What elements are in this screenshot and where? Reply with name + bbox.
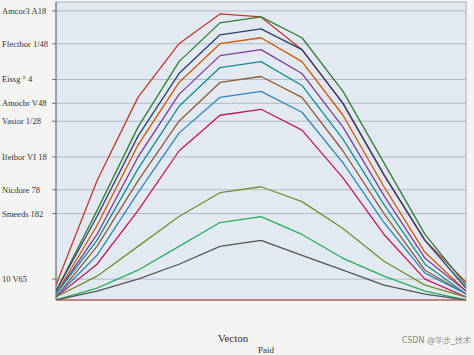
- x-axis-label: Vecton: [218, 332, 249, 344]
- tick: [52, 189, 56, 190]
- grid-line: [56, 103, 466, 104]
- tick-label: Ifetbor VI 18: [2, 152, 47, 162]
- series-line: [56, 109, 466, 297]
- tick: [52, 121, 56, 122]
- series-line: [56, 91, 466, 297]
- x-axis: [56, 299, 466, 300]
- tick: [52, 156, 56, 157]
- tick-label: Ffectbor 1/48: [2, 39, 48, 49]
- grid-line: [56, 10, 466, 11]
- grid-line: [56, 79, 466, 80]
- series-line: [56, 240, 466, 300]
- plot-area: [56, 2, 466, 300]
- grid-line: [56, 189, 466, 190]
- grid-line: [56, 43, 466, 44]
- tick: [52, 79, 56, 80]
- series-line: [56, 14, 466, 285]
- tick: [52, 43, 56, 44]
- series-line: [56, 29, 466, 291]
- watermark: CSDN @学步_技术: [402, 336, 471, 345]
- tick-label: Vasior 1/28: [2, 116, 41, 126]
- tick: [52, 213, 56, 214]
- tick-label: Amocbr V48: [2, 98, 46, 108]
- tick: [52, 103, 56, 104]
- grid-line: [56, 156, 466, 157]
- tick: [52, 279, 56, 280]
- annotation: Paid: [258, 345, 275, 355]
- series-line: [56, 62, 466, 294]
- series-line: [56, 217, 466, 300]
- grid-line: [56, 121, 466, 122]
- chart: Amcor3 A18 Ffectbor 1/48 Eissg ° 4 Amocbr V…: [0, 0, 474, 355]
- series-line: [56, 17, 466, 291]
- series-line: [56, 77, 466, 298]
- tick-label: Amcor3 A18: [2, 6, 46, 16]
- series-line: [56, 187, 466, 297]
- series-group: [56, 14, 466, 300]
- tick-label: Smeeds 182: [2, 209, 43, 219]
- tick: [52, 10, 56, 11]
- tick-label: Nicdore 78: [2, 185, 40, 195]
- tick-label: 10 V65: [2, 274, 27, 284]
- tick-label: Eissg ° 4: [2, 74, 33, 84]
- y-axis: [56, 2, 57, 300]
